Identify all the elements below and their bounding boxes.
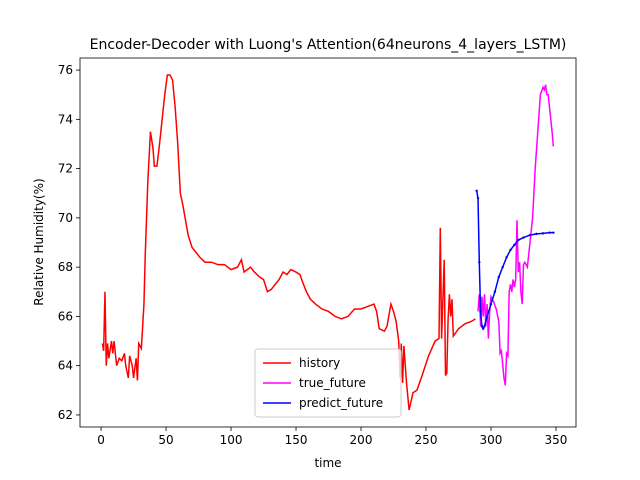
- legend-label: history: [299, 356, 340, 370]
- point: [476, 196, 480, 200]
- x-tick-label: 150: [285, 433, 308, 447]
- point: [479, 310, 482, 313]
- point: [513, 243, 516, 247]
- point: [497, 275, 500, 279]
- y-tick-label: 74: [58, 112, 73, 126]
- point: [493, 290, 497, 293]
- series-line: [477, 84, 555, 386]
- x-tick-label: 300: [480, 433, 503, 447]
- x-axis-label: time: [314, 456, 341, 470]
- y-tick-label: 76: [58, 63, 73, 77]
- series-line: [101, 74, 476, 411]
- x-tick-label: 0: [97, 433, 105, 447]
- legend-label: true_future: [299, 376, 366, 390]
- x-tick-label: 250: [415, 433, 438, 447]
- point: [509, 248, 512, 252]
- point: [517, 238, 520, 242]
- point: [535, 232, 538, 236]
- point: [480, 325, 484, 328]
- y-tick-label: 72: [58, 162, 73, 176]
- series-line: [475, 190, 554, 331]
- y-tick-label: 68: [58, 260, 73, 274]
- point: [501, 265, 504, 269]
- point: [489, 302, 493, 306]
- y-tick-label: 66: [58, 309, 73, 323]
- x-tick-label: 350: [545, 433, 568, 447]
- point: [483, 325, 486, 328]
- point: [481, 327, 485, 330]
- point: [478, 261, 481, 264]
- point: [505, 256, 508, 259]
- plot-area: [101, 74, 555, 411]
- point: [475, 189, 478, 192]
- point: [552, 231, 555, 234]
- legend-label: predict_future: [299, 396, 383, 410]
- point: [541, 232, 545, 235]
- x-tick-label: 50: [158, 433, 173, 447]
- x-tick-label: 100: [220, 433, 243, 447]
- y-tick-label: 70: [58, 211, 73, 225]
- point: [528, 233, 532, 237]
- y-tick-label: 62: [58, 408, 73, 422]
- point: [548, 231, 551, 234]
- legend-box: [254, 348, 402, 418]
- point: [522, 236, 525, 239]
- axes-frame: [79, 57, 577, 428]
- y-tick-label: 64: [58, 359, 73, 373]
- x-tick-label: 200: [350, 433, 373, 447]
- chart-title: Encoder-Decoder with Luong's Attention(6…: [90, 37, 567, 53]
- y-axis-label: Relative Humidity(%): [32, 178, 46, 305]
- point: [485, 315, 489, 318]
